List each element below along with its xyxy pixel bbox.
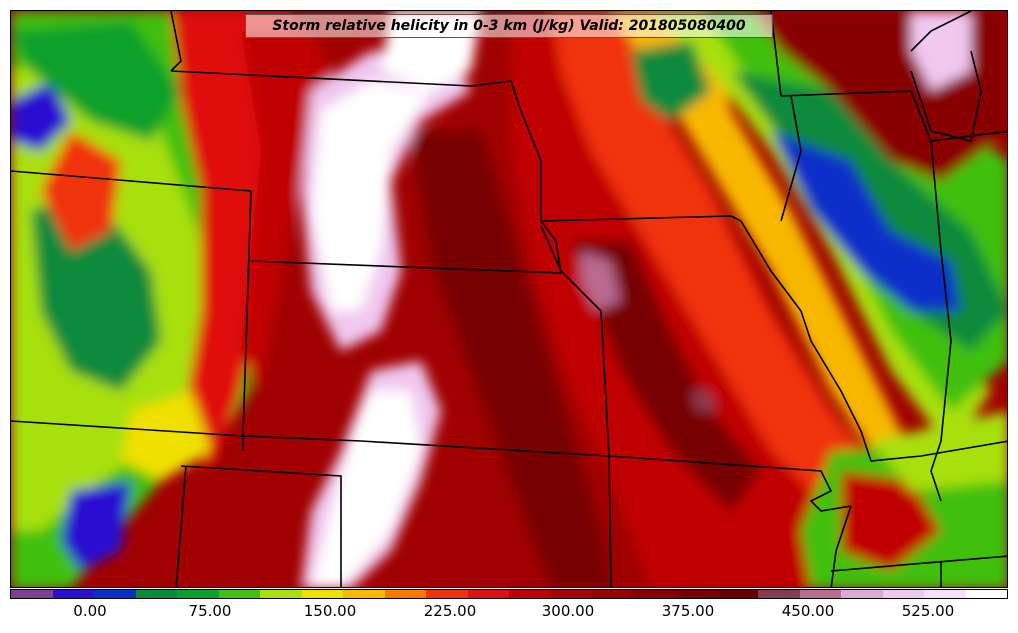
colorbar-segment xyxy=(965,590,1007,598)
colorbar-segment xyxy=(343,590,385,598)
colorbar-segment xyxy=(52,590,94,598)
colorbar-segment xyxy=(633,590,675,598)
colorbar-tick-label: 450.00 xyxy=(781,602,835,620)
colorbar-segment xyxy=(260,590,302,598)
colorbar-segment xyxy=(882,590,924,598)
colorbar-segment xyxy=(218,590,260,598)
helicity-field xyxy=(11,11,1007,587)
colorbar-tick-label: 225.00 xyxy=(423,602,477,620)
colorbar-tick-label: 300.00 xyxy=(541,602,595,620)
colorbar-segment xyxy=(94,590,136,598)
colorbar-segment xyxy=(177,590,219,598)
colorbar-segment xyxy=(716,590,758,598)
colorbar-segment xyxy=(758,590,800,598)
colorbar-segment xyxy=(550,590,592,598)
colorbar-segment xyxy=(924,590,966,598)
map-title: Storm relative helicity in 0-3 km (J/kg)… xyxy=(245,14,773,38)
colorbar-tick-label: 525.00 xyxy=(901,602,955,620)
map-panel xyxy=(10,10,1008,588)
colorbar-segment xyxy=(841,590,883,598)
colorbar-segment xyxy=(426,590,468,598)
colorbar-tick-label: 375.00 xyxy=(661,602,715,620)
colorbar-segment xyxy=(799,590,841,598)
colorbar-segment xyxy=(384,590,426,598)
colorbar xyxy=(10,589,1008,599)
colorbar-segment xyxy=(301,590,343,598)
colorbar-segment xyxy=(509,590,551,598)
colorbar-segment xyxy=(675,590,717,598)
colorbar-segment xyxy=(135,590,177,598)
colorbar-tick-label: 150.00 xyxy=(303,602,357,620)
colorbar-segment xyxy=(467,590,509,598)
colorbar-tick-label: 0.00 xyxy=(73,602,107,620)
colorbar-tick-label: 75.00 xyxy=(188,602,232,620)
colorbar-segment xyxy=(11,590,53,598)
colorbar-tick-labels: 0.00 75.00 150.00 225.00 300.00 375.00 450.00 5… xyxy=(0,602,1018,626)
colorbar-segment xyxy=(592,590,634,598)
